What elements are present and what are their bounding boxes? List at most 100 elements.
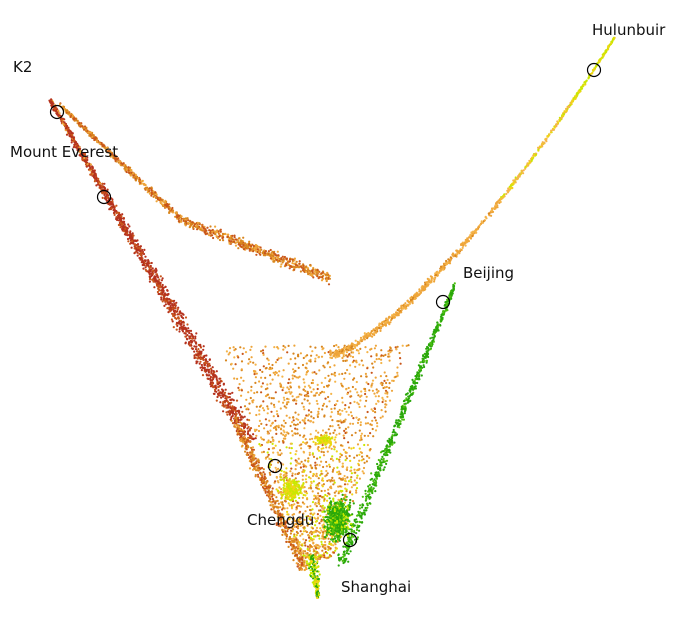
point-1250 — [151, 274, 154, 277]
point-3776 — [315, 505, 318, 508]
point-2326 — [125, 170, 128, 174]
point-3998 — [314, 520, 317, 523]
point-4271 — [253, 454, 256, 457]
point-3975 — [355, 481, 358, 484]
point-2366 — [235, 241, 238, 244]
point-2181 — [252, 244, 255, 247]
point-2976 — [302, 552, 305, 555]
point-855 — [182, 317, 185, 320]
point-4717 — [295, 489, 298, 492]
point-1156 — [231, 408, 234, 411]
point-827 — [172, 310, 176, 313]
point-3827 — [349, 402, 352, 405]
point-2313 — [69, 115, 72, 118]
point-2204 — [258, 250, 261, 254]
point-1040 — [79, 154, 82, 157]
point-796 — [216, 395, 219, 399]
point-3085 — [281, 375, 284, 378]
point-1396 — [71, 134, 74, 137]
point-1261 — [188, 341, 191, 344]
point-3993 — [271, 442, 274, 445]
point-2481 — [285, 446, 288, 449]
point-2839 — [322, 454, 326, 457]
point-2178 — [253, 247, 256, 250]
point-1249 — [193, 356, 196, 360]
point-4419 — [298, 558, 301, 561]
point-457 — [159, 275, 162, 278]
point-3476 — [337, 420, 340, 423]
point-3146 — [276, 346, 279, 349]
point-2848 — [317, 407, 321, 410]
point-404 — [202, 348, 205, 351]
point-3409 — [364, 390, 367, 393]
point-3217 — [385, 375, 388, 378]
point-1134 — [195, 360, 198, 363]
point-2098 — [259, 246, 262, 249]
point-3452 — [315, 543, 318, 547]
point-3637 — [358, 467, 361, 471]
point-728 — [237, 419, 240, 422]
point-1217 — [65, 124, 69, 128]
point-2706 — [283, 398, 286, 402]
point-3406 — [359, 439, 362, 442]
point-3165 — [295, 402, 298, 405]
point-916 — [74, 140, 77, 144]
point-3417 — [248, 402, 251, 405]
point-3443 — [241, 352, 244, 355]
point-4660 — [285, 487, 288, 490]
point-2944 — [234, 363, 237, 366]
point-1335 — [113, 213, 116, 216]
point-1424 — [293, 257, 296, 260]
point-3941 — [360, 436, 363, 440]
point-2591 — [344, 372, 347, 375]
point-3924 — [314, 497, 317, 500]
point-4487 — [246, 439, 249, 442]
point-1112 — [207, 370, 210, 373]
point-2926 — [380, 354, 383, 357]
point-3789 — [314, 552, 317, 556]
point-653 — [184, 316, 188, 319]
point-2837 — [330, 373, 333, 376]
point-2781 — [358, 477, 361, 480]
point-4341 — [295, 562, 298, 565]
point-4415 — [305, 564, 309, 567]
point-4430 — [271, 497, 274, 501]
point-1307 — [98, 180, 101, 183]
point-4379 — [239, 433, 242, 436]
point-3646 — [407, 344, 410, 347]
point-4718 — [290, 485, 293, 489]
point-3084 — [352, 359, 355, 362]
point-3888 — [349, 478, 352, 481]
point-1202 — [234, 409, 237, 413]
point-2921 — [319, 514, 322, 517]
point-3164 — [328, 463, 331, 466]
point-624 — [169, 304, 172, 308]
point-2949 — [316, 387, 319, 391]
point-2773 — [317, 410, 320, 413]
point-3162 — [269, 473, 272, 476]
point-2461 — [355, 476, 359, 479]
point-4475 — [245, 448, 248, 451]
point-3773 — [354, 471, 357, 474]
point-3979 — [277, 461, 280, 464]
point-984 — [225, 406, 228, 409]
point-3173 — [375, 388, 378, 391]
point-2561 — [309, 433, 312, 436]
point-3378 — [287, 398, 290, 401]
point-2317 — [315, 273, 318, 276]
point-2842 — [337, 346, 340, 349]
point-1136 — [119, 221, 122, 224]
point-3436 — [311, 466, 314, 470]
point-1320 — [233, 406, 236, 409]
point-2371 — [186, 221, 190, 224]
point-3910 — [295, 530, 298, 534]
point-1313 — [104, 197, 107, 200]
point-3206 — [314, 346, 317, 349]
point-3249 — [328, 378, 332, 381]
point-962 — [193, 345, 196, 348]
point-420 — [111, 198, 114, 201]
point-3739 — [371, 389, 374, 392]
point-3548 — [293, 535, 296, 538]
point-2280 — [189, 224, 192, 227]
